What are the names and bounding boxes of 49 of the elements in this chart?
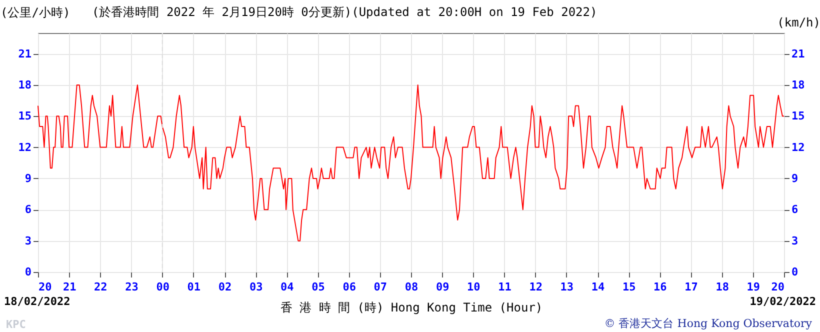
- x-tick-label: 11: [498, 280, 512, 294]
- y2-axis-title: (km/h): [777, 16, 820, 30]
- y-tick-label: 6: [24, 203, 32, 216]
- text: 19/02/2022: [750, 295, 816, 308]
- y-tick-label: 21: [18, 47, 32, 60]
- x-tick-label: 16: [654, 280, 668, 294]
- x-axis-title: 香 港 時 間 (時) Hong Kong Time (Hour): [280, 300, 543, 314]
- y-tick-label: 0: [24, 266, 32, 278]
- x-tick-label: 15: [622, 280, 636, 294]
- x-tick-label: 01: [187, 280, 201, 294]
- x-tick-label: 10: [467, 280, 480, 294]
- x-tick-label: 09: [436, 280, 450, 294]
- y2-tick-label: 12: [792, 140, 805, 154]
- y2-tick-label: 3: [792, 234, 798, 248]
- x-tick-label: 19: [746, 280, 760, 294]
- x-tick-label: 12: [529, 280, 542, 294]
- y-tick-label: 18: [18, 78, 32, 92]
- y-axis-title: (公里/小時): [0, 6, 70, 20]
- x-tick-label: 13: [560, 280, 574, 294]
- x-tick-label: 14: [591, 280, 605, 294]
- y2-tick-label: 0: [792, 266, 798, 278]
- text: © 香港天文台 Hong Kong Observatory: [604, 316, 812, 331]
- x-tick-label: 18: [716, 280, 729, 294]
- y2-tick-label: 21: [792, 47, 806, 60]
- x-tick-label: 02: [218, 280, 232, 294]
- x-tick-label: 23: [125, 280, 138, 294]
- x-tick-label: 03: [249, 280, 263, 294]
- y-tick-label: 3: [24, 234, 32, 248]
- y2-tick-label: 15: [792, 110, 805, 123]
- chart-title: (於香港時間 2022 年 2月19日20時 0分更新)(Updated at 20:00H on 19 Feb 2022): [92, 4, 598, 21]
- x-tick-label: 05: [312, 280, 325, 294]
- text: 18/02/2022: [4, 295, 70, 308]
- y2-tick-label: 6: [792, 203, 798, 216]
- y2-tick-label: 18: [792, 78, 805, 92]
- x-tick-label: 07: [374, 280, 388, 294]
- x-tick-label: 20: [771, 280, 784, 294]
- line-series: [38, 84, 784, 242]
- x-tick-label: 21: [62, 280, 77, 294]
- x-tick-label: 04: [280, 280, 294, 294]
- x-tick-label: 08: [404, 280, 418, 294]
- x-tick-label: 22: [94, 280, 108, 294]
- y-tick-label: 12: [18, 140, 32, 154]
- x-tick-label: 00: [156, 280, 170, 294]
- y-tick-label: 15: [18, 110, 32, 123]
- x-tick-label: 17: [684, 280, 698, 294]
- x-tick-label: 06: [342, 280, 356, 294]
- y2-tick-label: 9: [792, 172, 798, 185]
- x-tick-label: 20: [38, 280, 52, 294]
- y-tick-label: 9: [24, 172, 32, 185]
